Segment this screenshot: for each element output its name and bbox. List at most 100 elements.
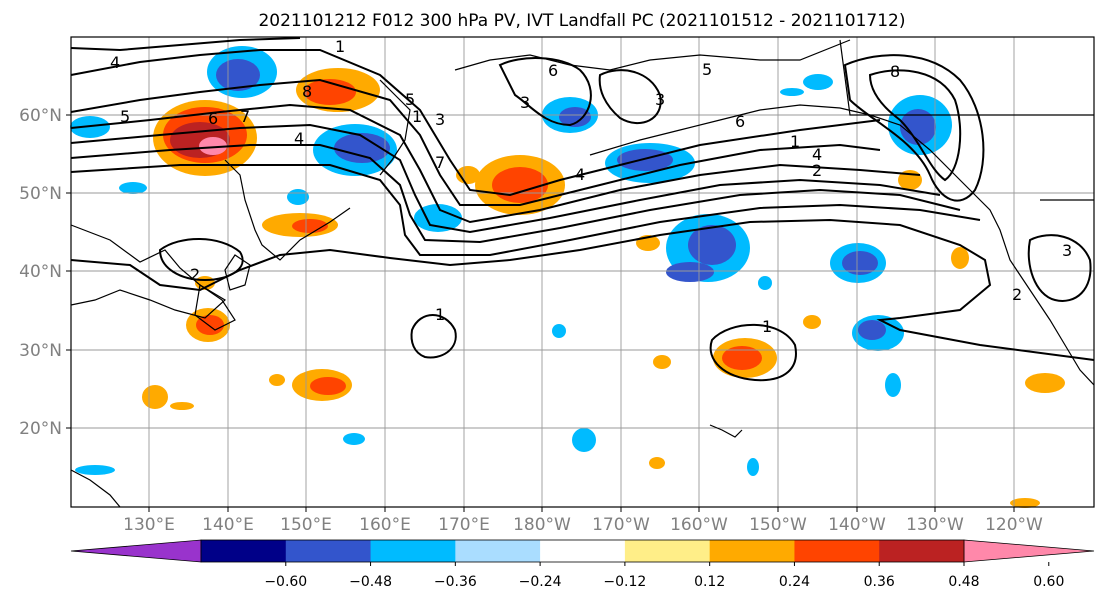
contour-label: 4 [110,53,120,72]
colorbar-tick-label: −0.60 [264,574,307,590]
contour-line [70,37,301,52]
pv-positive-region [142,385,168,409]
colorbar-segment [455,540,541,562]
longitude-label: 150°E [280,515,332,535]
pv-negative-region [75,465,115,475]
contour-line [868,69,962,182]
hawaii-islands [709,424,743,438]
figure-title: 2021101212 F012 300 hPa PV, IVT Landfall… [258,11,905,31]
colorbar-segment [624,540,711,562]
colorbar-tick-label: 0.24 [779,574,810,590]
contour-line [70,123,941,234]
latitude-labels: 60°N 50°N 40°N 30°N 20°N [19,106,71,439]
contour-line [70,49,881,197]
pv-positive-region [196,315,224,335]
longitude-label: 120°W [985,515,1043,535]
contour-label: 5 [120,107,130,126]
colorbar-tick-label: −0.48 [349,574,392,590]
contour-label: 7 [435,153,445,172]
kamchatka-coast [379,79,411,176]
longitude-label: 140°W [828,515,886,535]
contour-label: 3 [435,110,445,129]
longitude-label: 180°W [513,515,571,535]
pv-negative-region [216,59,260,91]
pv-positive-region [803,315,821,329]
colorbar-segment [370,540,456,562]
contour-label: 1 [435,305,445,324]
colorbar-tick-label: 0.48 [948,574,979,590]
contour-label: 8 [302,82,312,101]
colorbar-segment [879,540,965,562]
latitude-label: 60°N [19,106,62,126]
contour-label: 4 [812,145,822,164]
colorbar-extend-max [963,539,1095,563]
contour-label: 1 [335,37,345,56]
colorbar-segment [201,540,287,562]
latitude-label: 50°N [19,184,62,204]
ivt-contours [70,37,1095,382]
contour-label: 2 [190,265,200,284]
contour-label: 6 [208,109,218,128]
longitude-label: 140°E [202,515,254,535]
contour-line [498,57,592,127]
pv-negative-region [780,88,804,96]
pv-negative-region [334,133,390,163]
colorbar-tick-label: −0.12 [603,574,646,590]
contour-label: 1 [790,132,800,151]
contour-label: 1 [762,317,772,336]
longitude-label: 160°W [670,515,728,535]
pv-negative-region [552,324,566,338]
colorbar-tick-label: 0.60 [1033,574,1064,590]
longitude-labels: 130°E 140°E 150°E 160°E 170°E 180°W 170°W 160°W… [123,507,1043,535]
colorbar-border [200,539,965,563]
pv-positive-region [951,247,969,269]
contour-line [1027,234,1092,302]
contour-line [158,238,244,282]
contour-line [70,164,981,256]
longitude-label: 160°E [359,515,411,535]
contour-label: 3 [1062,241,1072,260]
coastlines [70,39,1095,508]
contour-label: 4 [294,129,304,148]
pv-negative-region [758,276,772,290]
contour-label: 4 [575,165,585,184]
hokkaido-coast [224,254,251,291]
pv-positive-region [1025,373,1065,393]
contour-line [70,78,881,206]
colorbar-segment [709,540,795,562]
arctic-coast [454,39,851,71]
pv-positive-region [170,402,194,410]
north-america-coast [589,104,1095,386]
contour-line [709,323,797,382]
contour-label: 6 [735,112,745,131]
map-frame [70,36,1095,508]
colorbar-tick-label: −0.36 [434,574,477,590]
pv-negative-region [343,433,365,445]
pv-positive-region [1010,498,1040,508]
pv-positive-region [199,137,227,155]
pv-negative-region [666,262,714,282]
philippines-coast [70,469,121,508]
longitude-label: 130°E [123,515,175,535]
pv-positive-region [269,374,285,386]
contour-label: 3 [520,93,530,112]
colorbar: −0.60 −0.48 −0.36 −0.24 −0.12 0.12 0.24 0.36 0.4… [70,539,1095,590]
contour-labels: 4 1 5 6 7 4 8 5 1 3 6 3 4 5 4 2 7 3 6 8 … [110,37,1072,336]
contour-label: 5 [405,90,415,109]
colorbar-segment [540,540,626,562]
kamchatka-kuril-coast [224,159,351,261]
latitude-label: 20°N [19,419,62,439]
pv-negative-region [572,428,596,452]
pv-positive-region [492,167,548,203]
contour-label: 7 [240,107,250,126]
colorbar-tick-label: −0.24 [519,574,562,590]
contour-label: 6 [548,61,558,80]
colorbar-tick-label: 0.12 [694,574,725,590]
longitude-label: 170°W [592,515,650,535]
latitude-label: 40°N [19,262,62,282]
contour-line [598,69,662,124]
pv-positive-region [292,219,328,233]
contour-line [410,314,457,359]
pv-negative-region [688,225,736,265]
